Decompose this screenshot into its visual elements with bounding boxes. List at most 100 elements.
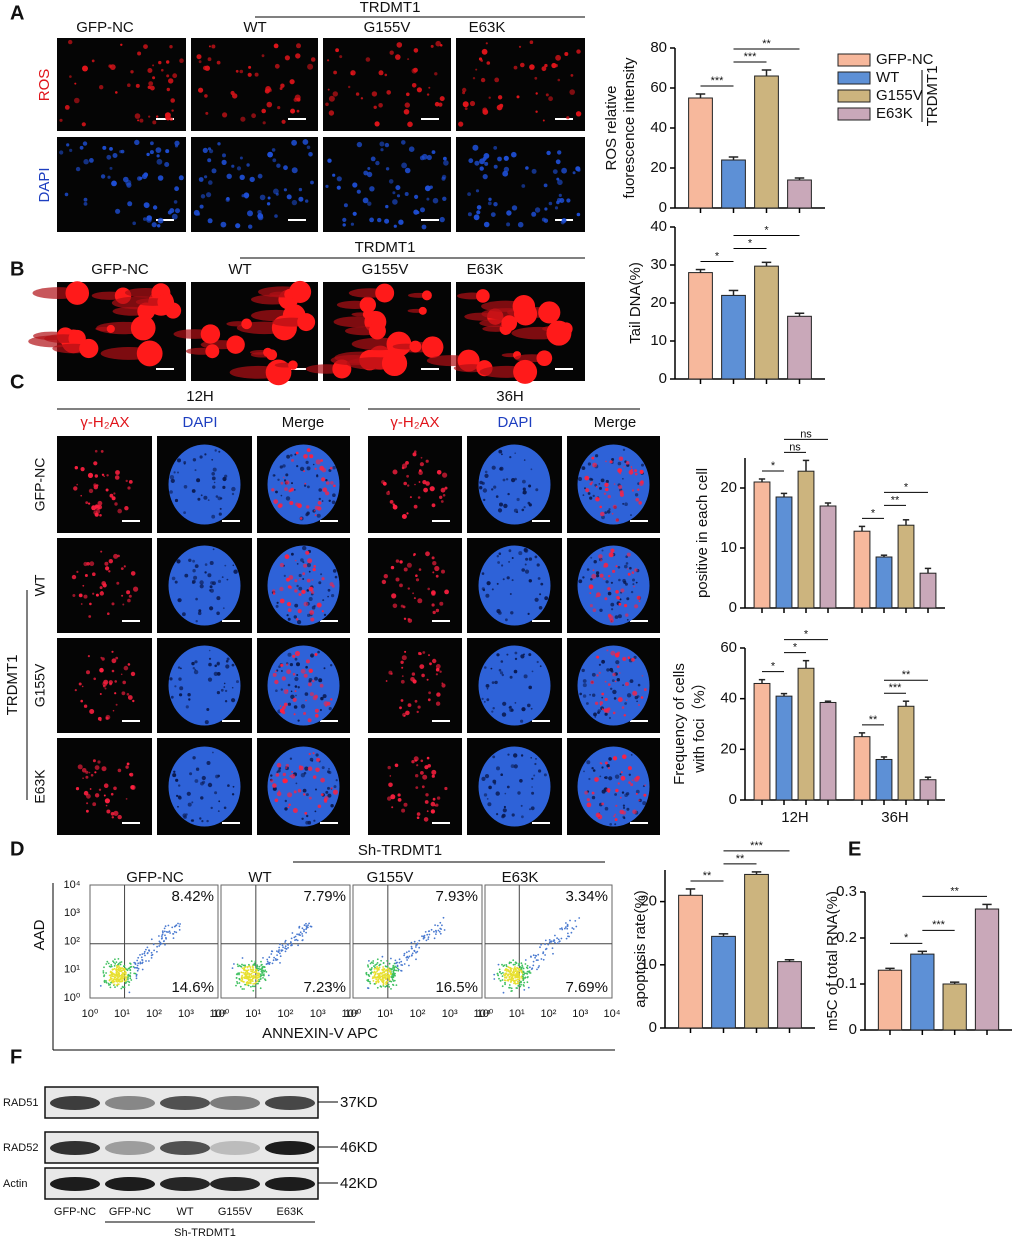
cell-spot	[323, 613, 327, 617]
micrograph	[368, 538, 462, 633]
cell-spot	[636, 595, 641, 600]
cell-spot	[415, 578, 420, 582]
cell-spot	[305, 659, 310, 664]
cell-spot	[261, 108, 267, 114]
cell-spot	[105, 714, 111, 720]
cell-spot	[594, 777, 599, 782]
cell-spot	[407, 121, 413, 128]
event-dot	[505, 964, 508, 966]
cell-spot	[374, 121, 380, 127]
cell-spot	[413, 597, 416, 600]
event-dot	[375, 963, 378, 966]
event-dot	[150, 951, 153, 954]
bar	[819, 701, 837, 801]
cell-spot	[64, 105, 70, 110]
cell-spot	[611, 608, 614, 611]
cell-spot	[334, 575, 338, 579]
cell-spot	[503, 155, 509, 161]
cell-spot	[488, 197, 492, 201]
cell-spot	[595, 496, 600, 502]
cell-spot	[616, 678, 620, 682]
cell-spot	[318, 678, 323, 683]
event-dot	[387, 976, 390, 979]
event-dot	[389, 970, 392, 973]
event-dot	[383, 967, 385, 970]
bar	[875, 758, 893, 801]
comet-head	[137, 302, 155, 321]
cell-spot	[625, 699, 628, 701]
cell-spot	[332, 493, 336, 498]
cell-spot	[591, 791, 595, 795]
x-tick-label: 10³	[178, 1008, 194, 1020]
cell-spot	[184, 573, 189, 578]
cell-spot	[226, 578, 229, 581]
event-dot	[504, 981, 506, 984]
row-label: GFP-NC	[32, 458, 48, 512]
quadrant-value: 7.93%	[435, 888, 478, 905]
event-dot	[128, 981, 131, 984]
cell-spot	[530, 468, 533, 471]
band-label: Actin	[3, 1178, 27, 1190]
cell-spot	[109, 493, 114, 498]
event-dot	[307, 924, 309, 926]
cell-spot	[301, 589, 306, 595]
cell-spot	[308, 586, 314, 592]
cell-spot	[130, 671, 136, 677]
event-dot	[578, 917, 581, 919]
cell-spot	[101, 766, 107, 772]
event-dot	[127, 978, 129, 981]
event-dot	[276, 958, 279, 961]
event-dot	[509, 968, 512, 970]
significance-label: *	[715, 250, 720, 262]
cell-spot	[193, 209, 200, 216]
cell-spot	[106, 809, 111, 814]
cell-spot	[114, 680, 117, 683]
cell-spot	[557, 179, 563, 186]
cell-spot	[215, 495, 219, 498]
cell-spot	[304, 482, 307, 485]
cell-spot	[332, 789, 338, 795]
event-dot	[309, 925, 312, 928]
cell-spot	[479, 480, 483, 485]
event-dot	[560, 937, 563, 940]
cell-spot	[306, 814, 309, 818]
cell-spot	[224, 700, 228, 703]
cell-spot	[537, 577, 541, 580]
cell-spot	[216, 611, 220, 616]
cell-spot	[399, 583, 403, 588]
event-dot	[413, 949, 416, 952]
event-dot	[121, 974, 123, 977]
cell-spot	[240, 116, 246, 122]
row-label: G155V	[32, 663, 48, 707]
cell-spot	[590, 578, 593, 581]
event-dot	[144, 954, 146, 957]
event-dot	[392, 973, 394, 976]
lane-label: GFP-NC	[109, 1206, 151, 1218]
cell-spot	[601, 766, 604, 769]
cell-spot	[627, 656, 631, 659]
cell-spot	[543, 773, 547, 777]
cell-spot	[530, 757, 532, 759]
x-tick-label: 10²	[541, 1008, 557, 1020]
cell-spot	[501, 712, 507, 717]
event-dot	[282, 946, 284, 949]
cell-spot	[294, 676, 299, 682]
y-tick-label: 20	[720, 479, 737, 496]
event-dot	[158, 935, 160, 937]
cell-spot	[317, 804, 322, 809]
cell-spot	[286, 669, 291, 675]
cell-spot	[551, 62, 557, 69]
cell-spot	[111, 650, 114, 653]
cell-spot	[279, 705, 282, 707]
event-dot	[113, 980, 116, 983]
cell-spot	[558, 193, 562, 197]
cell-spot	[101, 581, 106, 586]
y-tick-label: 20	[720, 740, 737, 757]
cell-spot	[439, 601, 444, 606]
cell-spot	[286, 194, 292, 200]
cell-spot	[407, 703, 412, 707]
event-dot	[499, 971, 501, 974]
cell-spot	[596, 674, 599, 677]
cell-spot	[441, 569, 445, 574]
cell-spot	[422, 480, 427, 485]
